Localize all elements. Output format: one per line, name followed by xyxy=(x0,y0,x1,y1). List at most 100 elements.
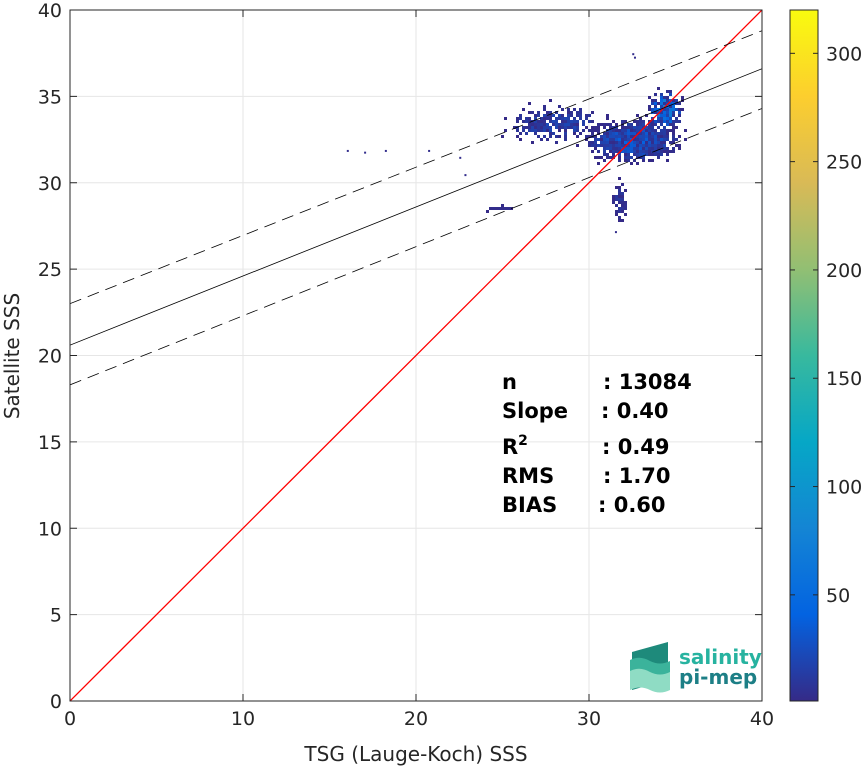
density-cell xyxy=(519,132,522,135)
y-tick-label: 25 xyxy=(38,259,62,281)
density-cell xyxy=(633,153,636,156)
regression-upper-line xyxy=(70,30,762,305)
density-cell xyxy=(612,129,615,132)
density-cell xyxy=(612,141,615,144)
density-cell xyxy=(666,99,669,102)
density-cell xyxy=(648,141,651,144)
density-cell xyxy=(669,111,672,114)
density-cell xyxy=(585,117,588,120)
density-cell xyxy=(612,132,615,135)
density-cell xyxy=(645,141,648,144)
density-cell xyxy=(597,138,600,141)
density-cell xyxy=(669,129,672,132)
density-cell xyxy=(555,135,558,138)
density-cell xyxy=(633,126,636,129)
density-cell xyxy=(576,120,579,123)
density-cell xyxy=(621,129,624,132)
density-cell xyxy=(570,123,573,126)
density-cell xyxy=(651,120,654,123)
density-cell xyxy=(678,144,681,147)
density-cell xyxy=(528,111,531,114)
density-cell xyxy=(660,105,663,108)
x-tick-label: 0 xyxy=(64,708,76,730)
density-cell xyxy=(645,153,648,156)
density-cell xyxy=(627,135,630,138)
density-cell xyxy=(663,129,666,132)
density-cell xyxy=(555,117,558,120)
density-cell xyxy=(621,126,624,129)
density-cell xyxy=(591,129,594,132)
density-cell xyxy=(669,93,672,96)
density-cell xyxy=(540,120,543,123)
density-cell xyxy=(672,141,675,144)
regression-line xyxy=(70,68,762,346)
density-cell xyxy=(609,144,612,147)
x-axis-label: TSG (Lauge-Koch) SSS xyxy=(303,742,527,766)
density-cell xyxy=(672,114,675,117)
density-cell xyxy=(651,108,654,111)
density-cell xyxy=(654,147,657,150)
density-cell xyxy=(627,156,630,159)
density-cell xyxy=(558,126,561,129)
density-cell xyxy=(531,111,534,114)
density-cell xyxy=(540,117,543,120)
logo-line2: pi-mep xyxy=(679,665,757,689)
density-cell xyxy=(609,126,612,129)
density-cell xyxy=(651,132,654,135)
density-cell xyxy=(555,111,558,114)
density-cell xyxy=(648,144,651,147)
density-cell xyxy=(663,114,666,117)
density-cell xyxy=(657,135,660,138)
density-cell xyxy=(648,126,651,129)
density-cell xyxy=(618,198,621,201)
density-cell xyxy=(636,141,639,144)
density-cell xyxy=(564,123,567,126)
density-cell xyxy=(615,123,618,126)
density-cell xyxy=(621,138,624,141)
density-cell xyxy=(606,147,609,150)
density-cell xyxy=(519,117,522,120)
density-cell xyxy=(648,147,651,150)
density-cell xyxy=(636,126,639,129)
density-cell xyxy=(612,201,615,204)
density-cell xyxy=(561,114,564,117)
density-cell xyxy=(606,141,609,144)
density-cell xyxy=(648,96,651,99)
density-cell xyxy=(618,129,621,132)
density-cell xyxy=(660,138,663,141)
density-cell xyxy=(615,132,618,135)
density-cell xyxy=(615,144,618,147)
logo-line1: salinity xyxy=(679,645,762,669)
density-cell xyxy=(552,132,555,135)
density-cell xyxy=(528,120,531,123)
density-cell xyxy=(666,117,669,120)
density-cell xyxy=(648,135,651,138)
density-cell xyxy=(364,151,367,154)
stat-value: : 0.49 xyxy=(602,435,670,459)
stat-value: : 13084 xyxy=(603,370,692,394)
density-cell xyxy=(657,102,660,105)
density-cell xyxy=(546,111,549,114)
density-cell xyxy=(621,198,624,201)
density-cell xyxy=(636,123,639,126)
density-cell xyxy=(588,141,591,144)
density-cell xyxy=(627,129,630,132)
density-cell xyxy=(603,144,606,147)
y-axis-label: Satellite SSS xyxy=(0,293,24,419)
density-cell xyxy=(657,120,660,123)
density-cell xyxy=(534,120,537,123)
density-cell xyxy=(552,114,555,117)
density-cell xyxy=(495,207,498,210)
density-cell xyxy=(624,135,627,138)
density-cell xyxy=(630,147,633,150)
density-cell xyxy=(648,153,651,156)
density-cell xyxy=(579,114,582,117)
density-cell xyxy=(534,129,537,132)
density-cell xyxy=(660,99,663,102)
density-cell xyxy=(591,111,594,114)
density-cell xyxy=(630,132,633,135)
density-cell xyxy=(663,132,666,135)
density-cell xyxy=(636,135,639,138)
density-cell xyxy=(639,147,642,150)
